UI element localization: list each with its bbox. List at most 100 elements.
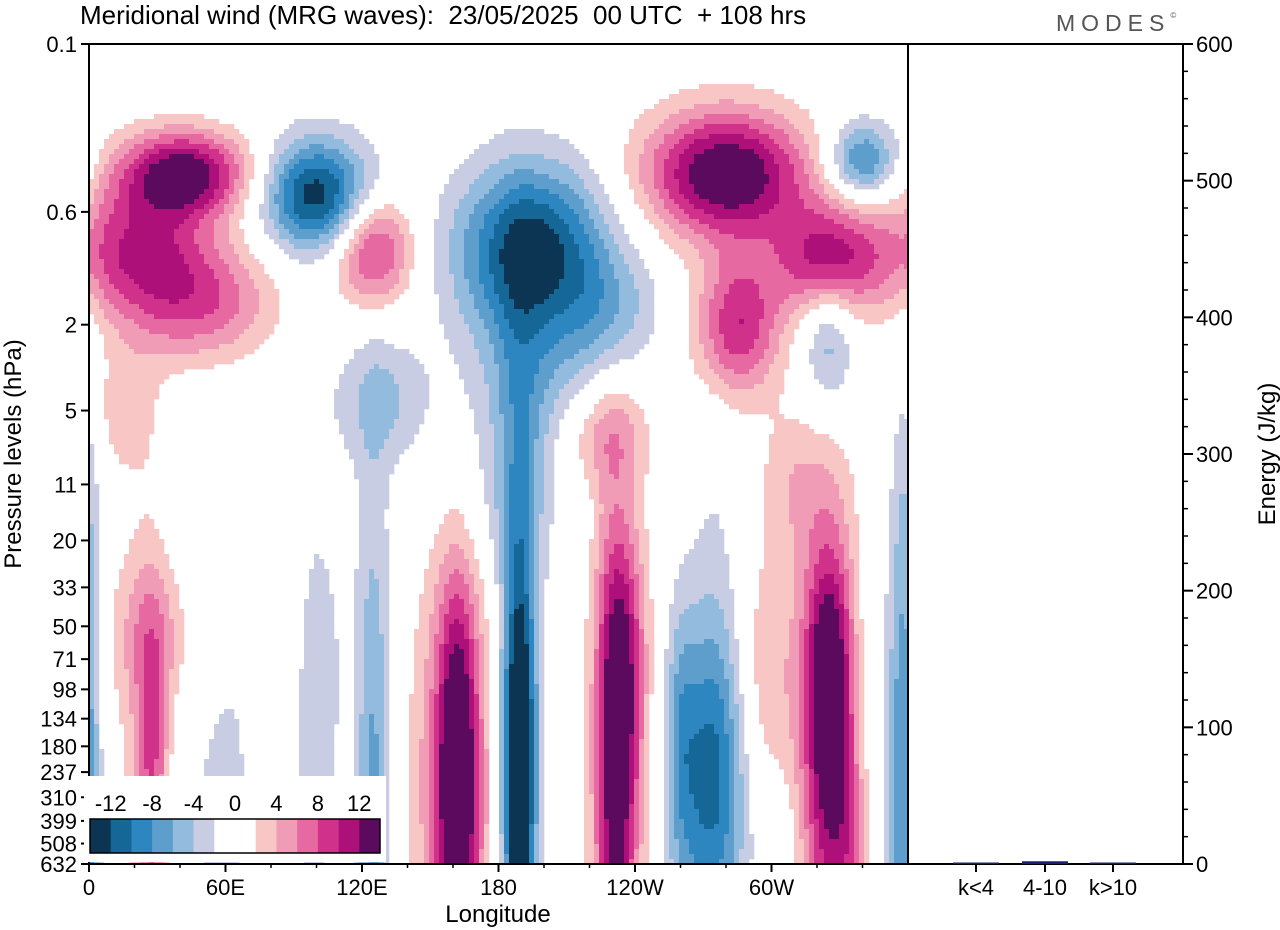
field-cell [129,139,135,145]
field-cell [594,214,600,220]
field-cell [689,104,695,110]
field-cell [639,169,645,175]
field-cell [754,284,760,290]
field-cell [884,149,890,155]
field-cell [709,294,715,300]
field-cell [869,119,875,125]
field-cell [99,214,105,220]
field-cell [174,114,180,120]
field-cell [354,249,360,255]
field-cell [599,284,605,290]
field-cell [744,84,750,90]
field-cell [754,194,760,200]
field-cell [729,189,735,195]
field-cell [864,224,870,230]
field-cell [344,209,350,215]
field-cell [809,254,815,260]
field-cell [154,229,160,235]
field-cell [459,169,465,175]
field-cell [619,279,625,285]
field-cell [889,289,895,295]
field-cell [169,209,175,215]
field-cell [394,249,400,255]
field-cell [854,274,860,280]
field-cell [234,294,240,300]
field-cell [834,244,840,250]
field-cell [224,274,230,280]
field-cell [239,259,245,265]
field-cell [689,144,695,150]
field-cell [779,179,785,185]
field-cell [184,234,190,240]
field-cell [379,284,385,290]
field-cell [549,264,555,270]
field-cell [554,299,560,305]
field-cell [349,184,355,190]
field-cell [294,199,300,205]
field-cell [764,89,770,95]
field-cell [489,174,495,180]
field-cell [824,229,830,235]
field-cell [404,284,410,290]
field-cell [529,174,535,180]
field-cell [724,144,730,150]
field-cell [794,219,800,225]
field-cell [694,109,700,115]
field-cell [754,169,760,175]
field-cell [489,214,495,220]
field-cell [664,99,670,105]
field-cell [299,164,305,170]
field-cell [109,219,115,225]
field-cell [759,274,765,280]
field-cell [689,294,695,300]
field-cell [569,204,575,210]
field-cell [674,124,680,130]
field-cell [359,244,365,250]
field-cell [104,284,110,290]
field-cell [554,189,560,195]
field-cell [534,134,540,140]
field-cell [869,134,875,140]
field-cell [884,219,890,225]
field-cell [324,249,330,255]
field-cell [214,234,220,240]
field-cell [489,219,495,225]
field-cell [689,274,695,280]
field-cell [489,149,495,155]
field-cell [794,244,800,250]
field-cell [789,254,795,260]
field-cell [144,254,150,260]
field-cell [354,229,360,235]
field-cell [354,294,360,300]
field-cell [799,134,805,140]
field-cell [214,214,220,220]
field-cell [814,209,820,215]
field-cell [559,274,565,280]
field-cell [459,264,465,270]
field-cell [784,149,790,155]
field-cell [654,159,660,165]
field-cell [749,194,755,200]
field-cell [189,199,195,205]
field-cell [304,214,310,220]
field-cell [829,224,835,230]
field-cell [589,224,595,230]
field-cell [204,224,210,230]
field-cell [654,149,660,155]
field-cell [684,129,690,135]
field-cell [599,189,605,195]
field-cell [704,144,710,150]
field-cell [129,184,135,190]
field-cell [364,154,370,160]
field-cell [239,184,245,190]
field-cell [779,254,785,260]
field-cell [334,179,340,185]
field-cell [389,299,395,305]
field-cell [719,239,725,245]
field-cell [144,214,150,220]
field-cell [859,279,865,285]
field-cell [94,194,100,200]
field-cell [869,129,875,135]
field-cell [574,269,580,275]
field-cell [469,199,475,205]
